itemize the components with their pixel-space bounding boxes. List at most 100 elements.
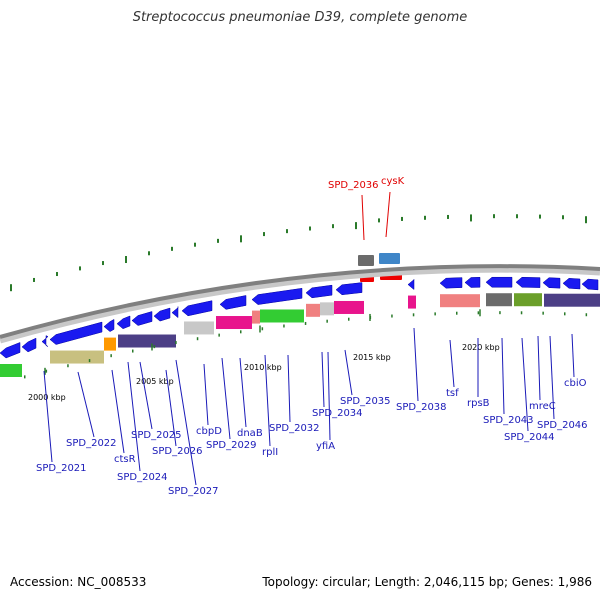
gene-labels: SPD_2036 cysK SPD_2021 SPD_2022 ctsR SPD_2024… [36, 176, 588, 497]
gene-arrow[interactable] [181, 300, 213, 317]
label-leader [43, 370, 53, 463]
gene-label[interactable]: SPD_2038 [396, 402, 447, 413]
gene-arrow[interactable] [49, 321, 103, 345]
gene-label[interactable]: SPD_2043 [483, 415, 534, 426]
label-leader [549, 335, 555, 420]
gene-arrow[interactable] [153, 307, 171, 322]
gene-arrow[interactable] [515, 276, 541, 288]
gene-arrow[interactable] [464, 277, 481, 288]
label-leader [77, 371, 95, 438]
label-leader [175, 359, 197, 486]
gene-arrow[interactable] [116, 315, 131, 330]
outer-tick [194, 242, 196, 247]
outer-tick-row [10, 214, 587, 292]
minor-tick [110, 354, 112, 358]
outer-tick [447, 214, 449, 219]
minor-tick [585, 313, 588, 317]
outer-tick [102, 261, 104, 266]
gene-label[interactable]: SPD_2044 [504, 432, 555, 443]
function-block [216, 316, 252, 330]
gene-arrow[interactable] [335, 282, 363, 296]
gene-label[interactable]: SPD_2029 [206, 440, 257, 451]
gene-label[interactable]: SPD_2032 [269, 423, 320, 434]
gene-arrow[interactable] [171, 306, 179, 319]
outer-tick [10, 284, 12, 292]
outer-tick [286, 229, 288, 234]
function-block [0, 364, 22, 377]
minor-tick [434, 312, 436, 316]
gene-label[interactable]: SPD_2026 [152, 446, 203, 457]
gene-arrow[interactable] [251, 287, 303, 305]
label-leader [327, 351, 331, 441]
gene-label[interactable]: SPD_2027 [168, 486, 219, 497]
function-block [118, 334, 176, 348]
gene-arrow[interactable] [542, 277, 561, 289]
gene-arrow[interactable] [219, 295, 247, 310]
kbp-tick-marks: 2000 kbp 2005 kbp 2010 kbp 2015 kbp 2020 kbp [24, 309, 588, 402]
gene-arrow[interactable] [103, 318, 115, 332]
gene-label[interactable]: SPD_2022 [66, 438, 117, 449]
gene-arrow[interactable] [21, 337, 37, 353]
outer-tick [332, 224, 334, 229]
function-block [184, 321, 214, 335]
minor-tick [196, 337, 199, 341]
gene-arrow[interactable] [485, 276, 513, 288]
outer-tick [470, 214, 472, 222]
gene-label[interactable]: SPD_2024 [117, 472, 168, 483]
gene-label[interactable]: SPD_2025 [131, 430, 182, 441]
gene-arrow[interactable] [581, 278, 599, 291]
minor-tick [304, 321, 307, 325]
gene-label[interactable]: rpsB [467, 398, 490, 409]
gene-label[interactable]: tsf [446, 388, 459, 399]
kbp-tick-label: 2000 kbp [28, 393, 66, 402]
minor-tick [456, 311, 458, 315]
gene-label[interactable]: SPD_2046 [537, 420, 588, 431]
gene-arrow[interactable] [562, 278, 581, 290]
outer-tick [493, 214, 495, 219]
kbp-tick-label: 2005 kbp [136, 377, 174, 386]
outer-tick [171, 246, 173, 251]
topology-stats-text: Topology: circular; Length: 2,046,115 bp… [262, 575, 592, 589]
gene-label[interactable]: SPD_2035 [340, 396, 391, 407]
minor-tick [67, 364, 69, 368]
label-leaders [43, 191, 575, 486]
minor-tick [542, 311, 544, 315]
label-leader [501, 337, 505, 415]
label-leader [127, 361, 141, 472]
gene-arrow[interactable] [407, 279, 415, 291]
gene-arrow[interactable] [41, 335, 49, 347]
minor-tick [261, 327, 264, 331]
kbp-tick-label: 2010 kbp [244, 363, 282, 372]
minor-tick [499, 311, 501, 315]
gene-label[interactable]: yfiA [316, 441, 335, 452]
minor-tick [218, 333, 220, 337]
gene-arrow[interactable] [0, 342, 21, 359]
gene-arrow[interactable] [131, 311, 153, 326]
gene-label[interactable]: mreC [529, 401, 556, 412]
gene-label[interactable]: SPD_2034 [312, 408, 363, 419]
gene-label[interactable]: cysK [381, 176, 405, 187]
outer-tick [263, 232, 265, 237]
label-leader [221, 357, 231, 440]
outer-tick [217, 238, 219, 243]
gene-label[interactable]: dnaB [237, 428, 263, 439]
gene-label[interactable]: cbiO [564, 378, 587, 389]
gene-label[interactable]: cbpD [196, 426, 222, 437]
function-block [50, 350, 104, 364]
label-leader [203, 363, 209, 426]
gene-label[interactable]: ctsR [114, 454, 136, 465]
gene-label[interactable]: rplI [262, 447, 278, 458]
label-leader [111, 369, 125, 454]
minor-tick [240, 330, 242, 334]
kbp-tick-label: 2020 kbp [462, 343, 500, 352]
label-leader [521, 337, 529, 432]
genome-backbone [0, 264, 600, 339]
gene-arrow[interactable] [305, 284, 333, 299]
gene-label[interactable]: SPD_2021 [36, 463, 87, 474]
gene-arrow[interactable] [439, 277, 463, 289]
minor-tick [391, 314, 393, 318]
gene-label[interactable]: SPD_2036 [328, 180, 379, 191]
function-block [440, 294, 480, 308]
accession-text: Accession: NC_008533 [10, 575, 147, 589]
